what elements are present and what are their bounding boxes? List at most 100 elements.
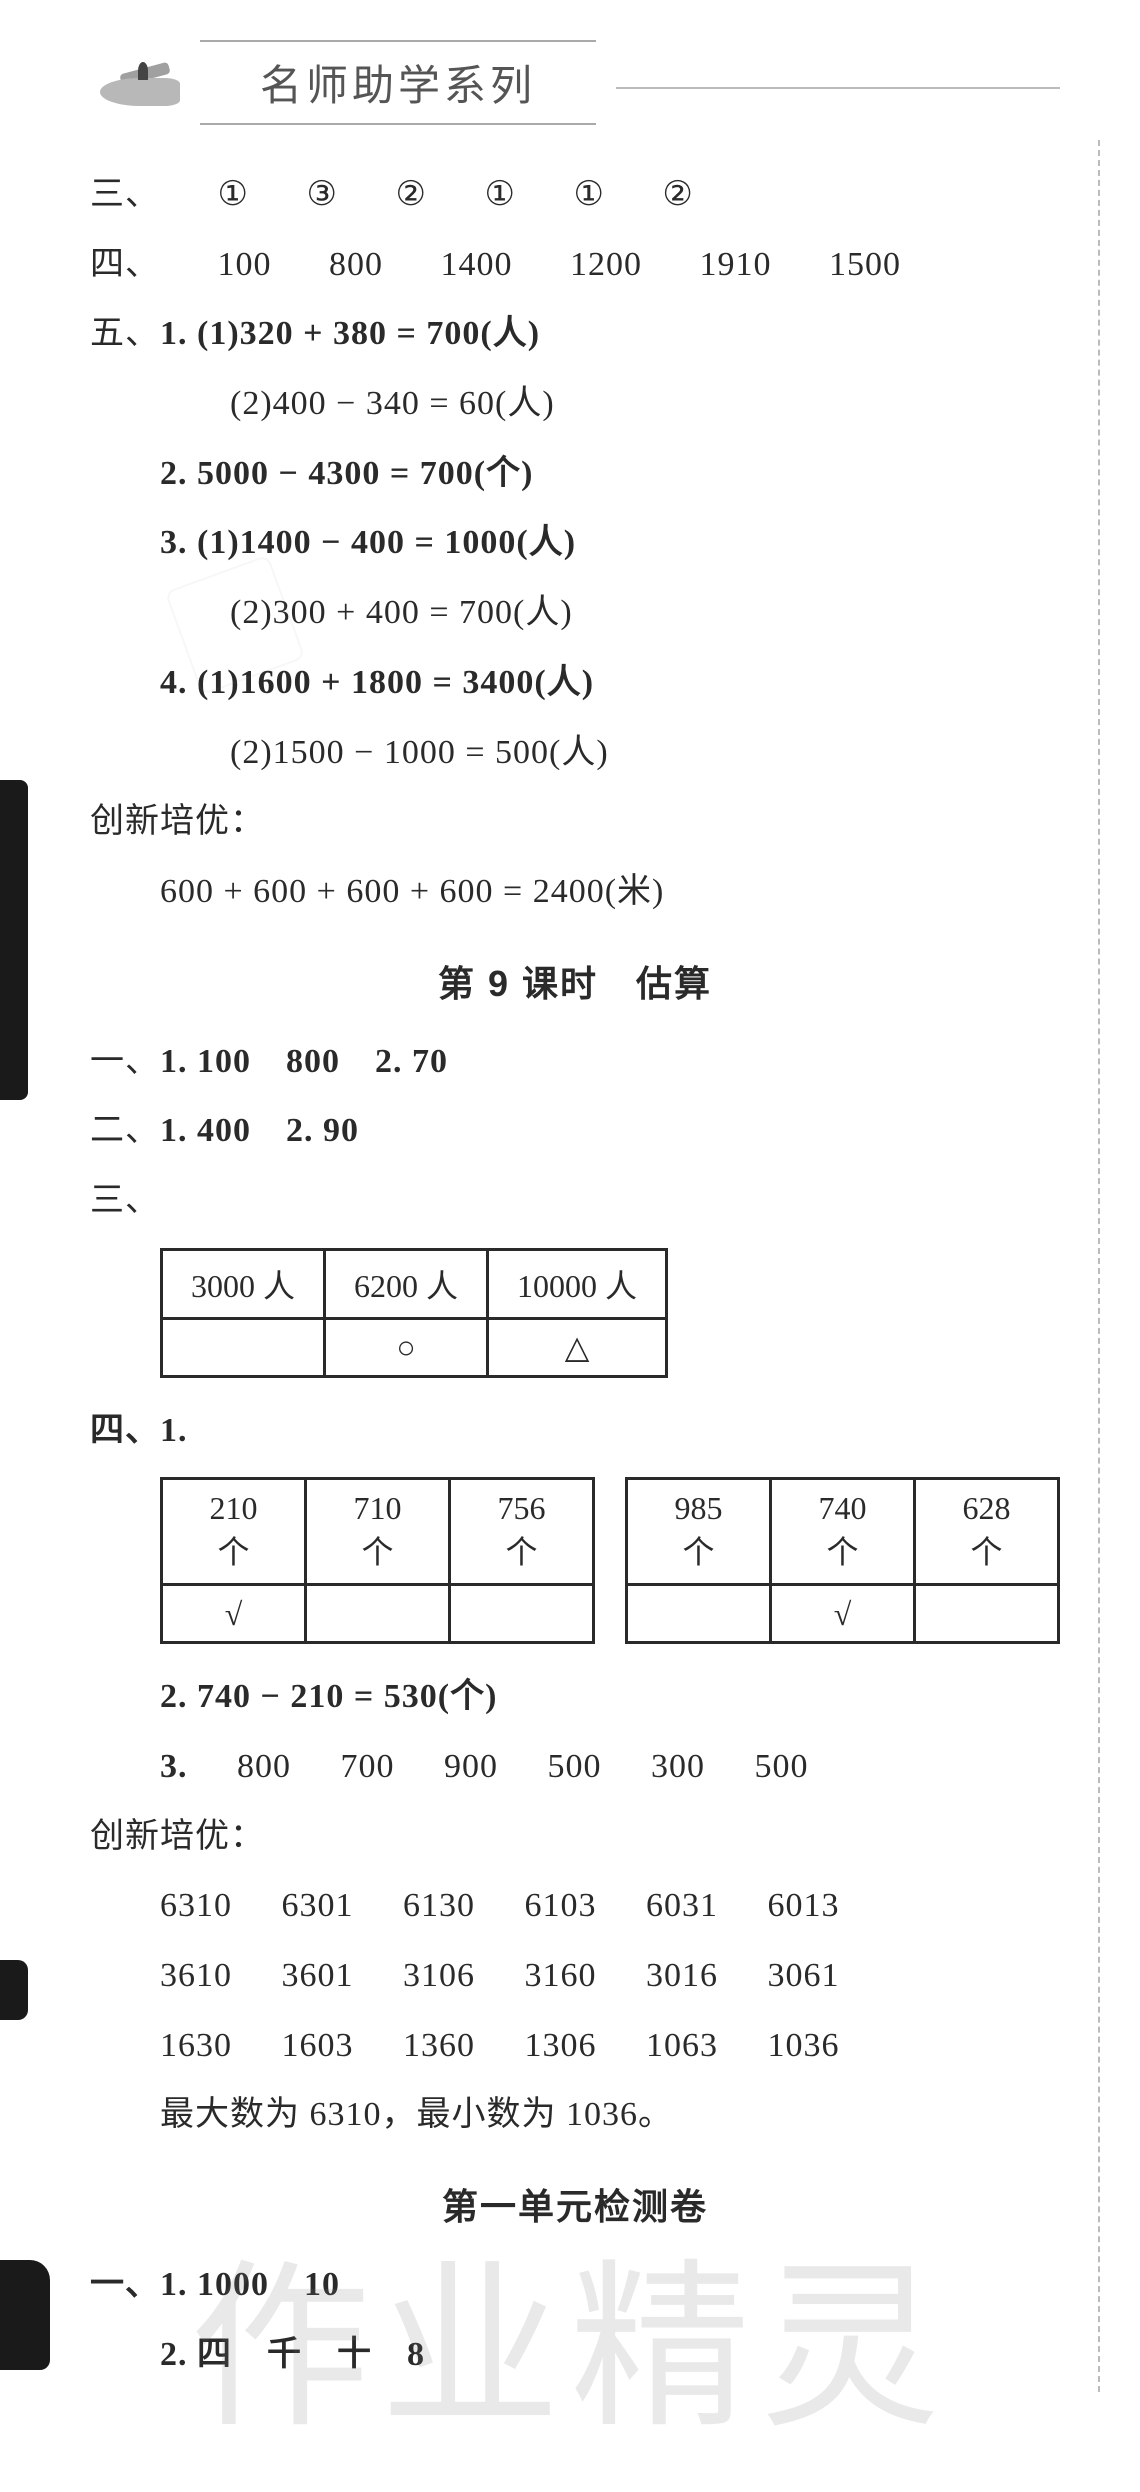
- num: 3610: [160, 1957, 232, 1994]
- header-banner: 名师助学系列: [90, 40, 1060, 125]
- answer: 100: [218, 246, 272, 283]
- answer: ①: [573, 176, 604, 213]
- minmax-line: 最大数为 6310，最小数为 1036。: [90, 2080, 1060, 2150]
- answer-5-4-2: (2)1500 − 1000 = 500(人): [90, 718, 1060, 788]
- scan-artifact: [0, 2260, 50, 2370]
- ut-1-1: 一、1. 1000 10: [90, 2250, 1060, 2320]
- section-label: 二、: [90, 1112, 160, 1149]
- answer: 500: [548, 1748, 602, 1785]
- section-label: 五、: [90, 315, 160, 352]
- answer-row-4: 四、 100 800 1400 1200 1910 1500: [90, 230, 1060, 300]
- num: 3601: [282, 1957, 354, 1994]
- table-row: √: [627, 1585, 1059, 1643]
- answer-5-1-1: 五、1. (1)320 + 380 = 700(人): [90, 299, 1060, 369]
- answer: 800: [329, 246, 383, 283]
- answer: 700: [341, 1748, 395, 1785]
- table-4a: 210 个 710 个 756 个 √: [160, 1477, 595, 1644]
- num: 1036: [768, 2027, 840, 2064]
- table-cell: ○: [325, 1318, 488, 1376]
- num-grid-r3: 1630 1603 1360 1306 1063 1036: [90, 2011, 1060, 2081]
- num: 1306: [525, 2027, 597, 2064]
- answer: ③: [306, 176, 337, 213]
- table-cell: 756 个: [450, 1479, 594, 1585]
- table-cell: [162, 1318, 325, 1376]
- answer: ②: [662, 176, 693, 213]
- num: 1360: [403, 2027, 475, 2064]
- num: 1630: [160, 2027, 232, 2064]
- answer-5-3-1: 3. (1)1400 − 400 = 1000(人): [90, 508, 1060, 578]
- table-cell: [627, 1585, 771, 1643]
- answer: 2. 70: [375, 1043, 448, 1080]
- num: 6103: [525, 1887, 597, 1924]
- scan-artifact: [0, 780, 28, 1100]
- num-grid-r2: 3610 3601 3106 3160 3016 3061: [90, 1941, 1060, 2011]
- q-label: 3.: [160, 1748, 188, 1785]
- table-row: 210 个 710 个 756 个: [162, 1479, 594, 1585]
- lesson-9-title: 第 9 课时 估算: [90, 955, 1060, 1007]
- answer: ①: [484, 176, 515, 213]
- num: 3106: [403, 1957, 475, 1994]
- cxpy-label: 创新培优：: [90, 787, 1060, 857]
- num: 6031: [646, 1887, 718, 1924]
- answer: 2. 90: [286, 1112, 359, 1149]
- section-label: 一、: [90, 1043, 160, 1080]
- answer-5-3-2: (2)300 + 400 = 700(人): [90, 578, 1060, 648]
- check-mark: √: [162, 1585, 306, 1643]
- l9-4-q3: 3. 800 700 900 500 300 500: [90, 1732, 1060, 1802]
- series-title: 名师助学系列: [200, 40, 596, 125]
- answer: 900: [444, 1748, 498, 1785]
- table-section-3: 3000 人 6200 人 10000 人 ○ △: [160, 1248, 668, 1378]
- num: 1063: [646, 2027, 718, 2064]
- answer: 500: [755, 1748, 809, 1785]
- answer-5-2: 2. 5000 − 4300 = 700(个): [90, 439, 1060, 509]
- answer-5-1-2: (2)400 − 340 = 60(人): [90, 369, 1060, 439]
- answer: ②: [395, 176, 426, 213]
- l9-3-label: 三、: [90, 1166, 1060, 1236]
- answer: 1400: [441, 246, 513, 283]
- airplane-icon: [90, 48, 210, 118]
- answer: 800: [237, 1748, 291, 1785]
- unit-test-title: 第一单元检测卷: [90, 2178, 1060, 2230]
- table-cell: [915, 1585, 1059, 1643]
- table-cell: 740 个: [771, 1479, 915, 1585]
- table-cell: 985 个: [627, 1479, 771, 1585]
- cxpy-line: 600 + 600 + 600 + 600 = 2400(米): [90, 857, 1060, 927]
- table-cell: △: [488, 1318, 667, 1376]
- num: 1603: [282, 2027, 354, 2064]
- num: 3016: [646, 1957, 718, 1994]
- table-row: √: [162, 1585, 594, 1643]
- answer: 1. 100 800: [160, 1043, 340, 1080]
- table-cell: [306, 1585, 450, 1643]
- num: 6310: [160, 1887, 232, 1924]
- table-row: 3000 人 6200 人 10000 人: [162, 1249, 667, 1318]
- page-margin-dashed: [1098, 140, 1100, 2392]
- answer-text: 1. (1)320 + 380 = 700(人): [160, 315, 540, 352]
- cxpy2-label: 创新培优：: [90, 1802, 1060, 1872]
- check-mark: √: [771, 1585, 915, 1643]
- num-grid-r1: 6310 6301 6130 6103 6031 6013: [90, 1871, 1060, 1941]
- table-row: ○ △: [162, 1318, 667, 1376]
- answer-row-3: 三、 ① ③ ② ① ① ②: [90, 160, 1060, 230]
- num: 3061: [768, 1957, 840, 1994]
- answer: 1500: [829, 246, 901, 283]
- table-cell: 628 个: [915, 1479, 1059, 1585]
- answer: 300: [651, 1748, 705, 1785]
- table-cell: 10000 人: [488, 1249, 667, 1318]
- table-cell: 210 个: [162, 1479, 306, 1585]
- answer-5-4-1: 4. (1)1600 + 1800 = 3400(人): [90, 648, 1060, 718]
- ut-1-2: 2. 四 千 十 8: [90, 2320, 1060, 2390]
- table-row: 985 个 740 个 628 个: [627, 1479, 1059, 1585]
- section-label: 四、: [90, 246, 160, 283]
- table-cell: [450, 1585, 594, 1643]
- section-label: 三、: [90, 176, 160, 213]
- l9-4-label: 四、1.: [90, 1396, 1060, 1466]
- table-cell: 710 个: [306, 1479, 450, 1585]
- scan-artifact: [0, 1960, 28, 2020]
- answer: 1910: [700, 246, 772, 283]
- l9-4-q2: 2. 740 − 210 = 530(个): [90, 1662, 1060, 1732]
- l9-1: 一、1. 100 800 2. 70: [90, 1027, 1060, 1097]
- num: 6130: [403, 1887, 475, 1924]
- answer: 1. 400: [160, 1112, 251, 1149]
- num: 6013: [768, 1887, 840, 1924]
- num: 6301: [282, 1887, 354, 1924]
